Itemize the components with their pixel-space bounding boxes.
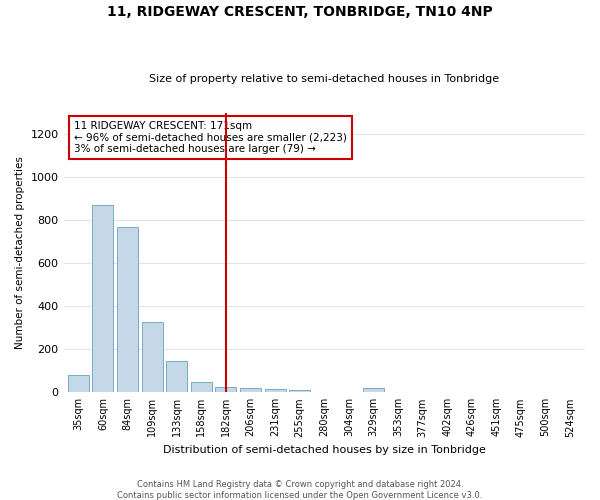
Text: Contains HM Land Registry data © Crown copyright and database right 2024.
Contai: Contains HM Land Registry data © Crown c…	[118, 480, 482, 500]
Bar	[92, 205, 113, 392]
Title: Size of property relative to semi-detached houses in Tonbridge: Size of property relative to semi-detach…	[149, 74, 499, 84]
Bar	[68, 375, 89, 392]
X-axis label: Distribution of semi-detached houses by size in Tonbridge: Distribution of semi-detached houses by …	[163, 445, 486, 455]
Text: 11 RIDGEWAY CRESCENT: 171sqm
← 96% of semi-detached houses are smaller (2,223)
3: 11 RIDGEWAY CRESCENT: 171sqm ← 96% of se…	[74, 121, 347, 154]
Bar	[265, 389, 286, 392]
Y-axis label: Number of semi-detached properties: Number of semi-detached properties	[15, 156, 25, 349]
Bar	[363, 388, 384, 392]
Bar	[191, 382, 212, 392]
Bar	[215, 387, 236, 392]
Bar	[240, 388, 261, 392]
Text: 11, RIDGEWAY CRESCENT, TONBRIDGE, TN10 4NP: 11, RIDGEWAY CRESCENT, TONBRIDGE, TN10 4…	[107, 5, 493, 19]
Bar	[142, 322, 163, 392]
Bar	[117, 226, 138, 392]
Bar	[166, 361, 187, 392]
Bar	[289, 390, 310, 392]
